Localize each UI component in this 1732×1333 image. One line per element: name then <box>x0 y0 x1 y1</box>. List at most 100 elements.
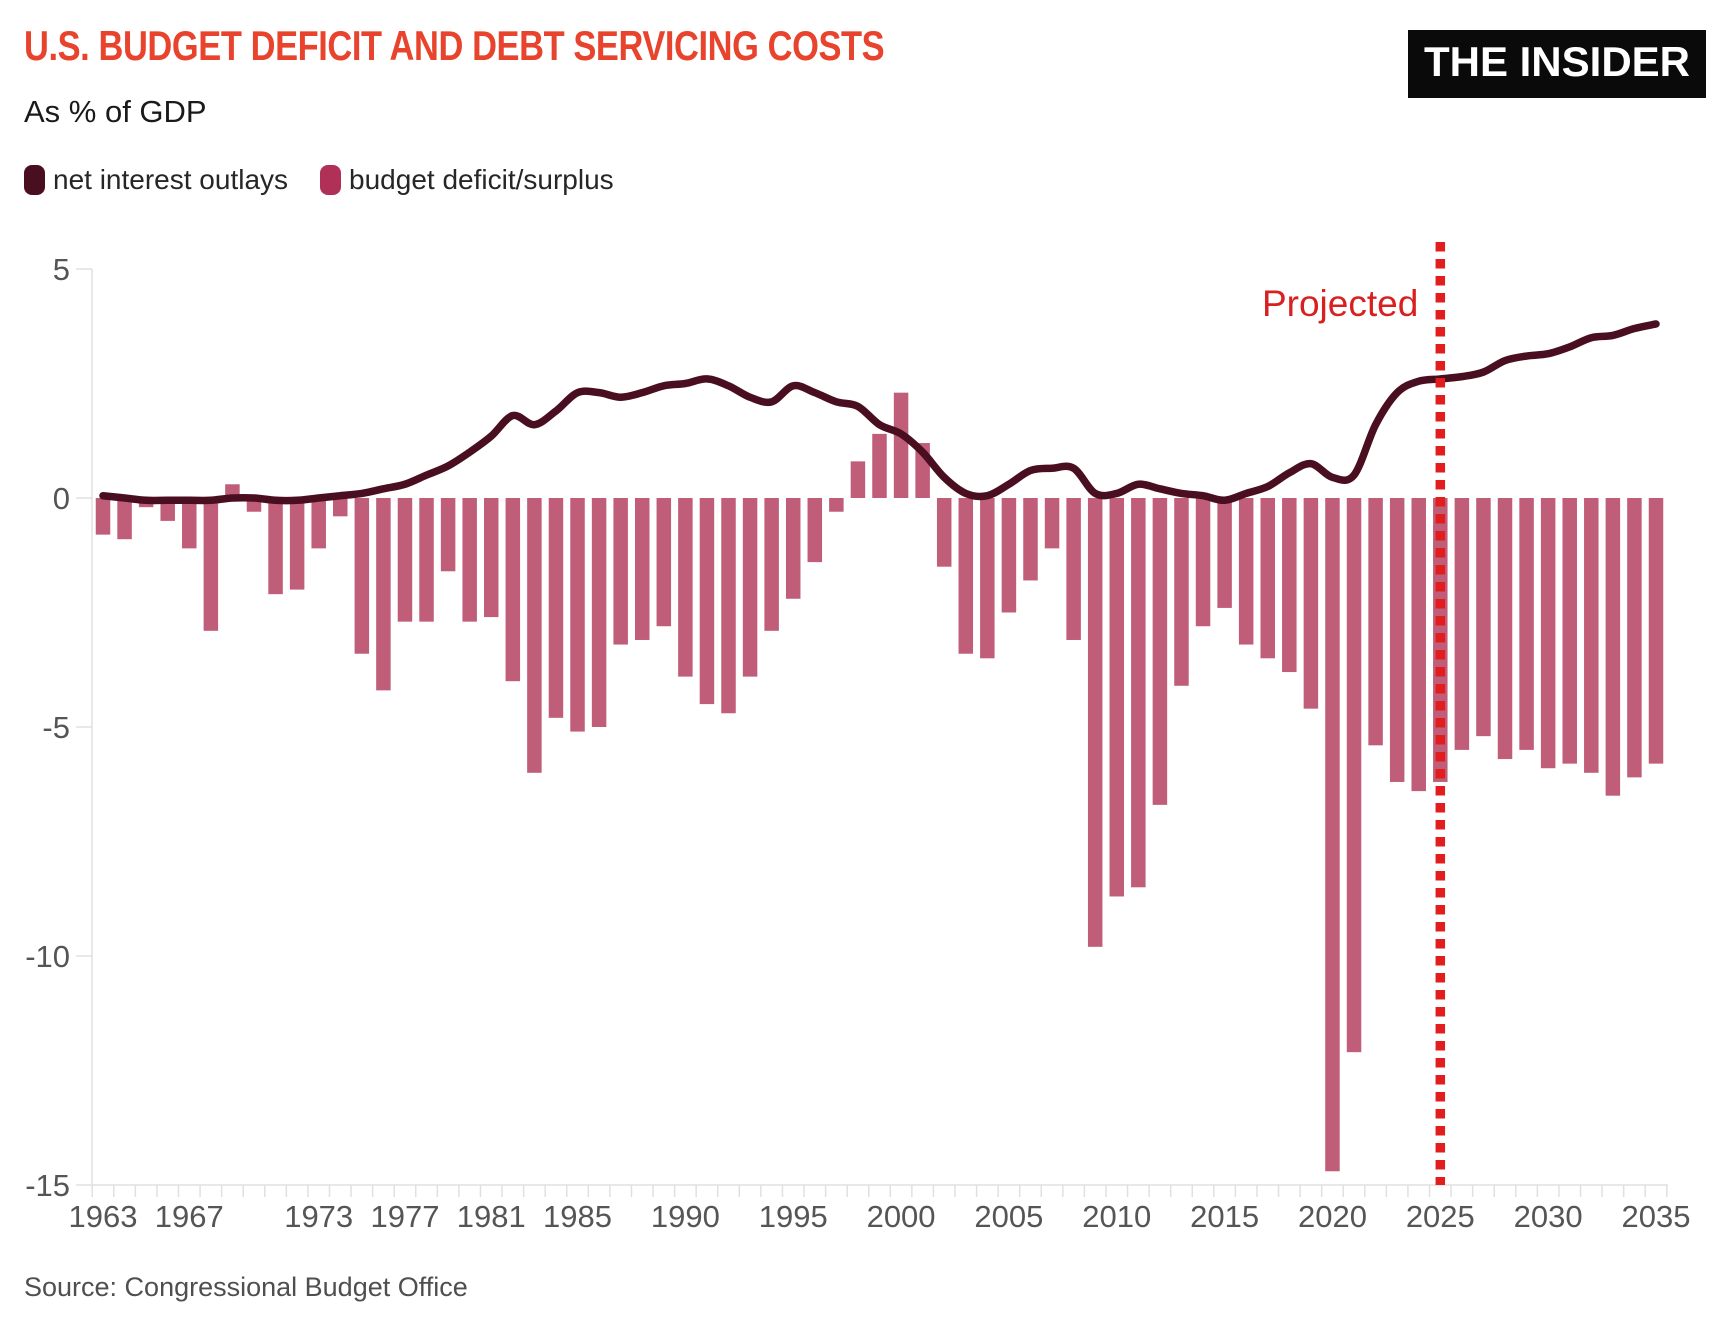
deficit-bar-2028 <box>1497 498 1513 760</box>
chart-subtitle: As % of GDP <box>24 94 207 129</box>
deficit-bar-1989 <box>656 498 672 627</box>
deficit-bar-1984 <box>548 498 564 718</box>
deficit-bar-1994 <box>764 498 779 631</box>
x-tick-label: 2020 <box>1298 1199 1367 1234</box>
deficit-bar-2034 <box>1627 498 1642 778</box>
deficit-swatch-icon <box>320 165 342 195</box>
deficit-bar-1996 <box>807 498 823 563</box>
deficit-bar-1980 <box>462 498 477 622</box>
deficit-bar-1986 <box>591 498 607 727</box>
net-interest-swatch-icon <box>24 165 45 195</box>
x-tick-label: 1977 <box>370 1199 439 1234</box>
legend-item-deficit: budget deficit/surplus <box>320 164 614 196</box>
deficit-bar-2015 <box>1217 498 1232 608</box>
deficit-bar-2019 <box>1303 498 1319 709</box>
y-tick-label: 0 <box>53 481 70 516</box>
deficit-bar-1974 <box>333 498 348 517</box>
deficit-bar-1982 <box>505 498 521 682</box>
brand-logo: THE INSIDER <box>1407 30 1706 98</box>
deficit-bar-2012 <box>1152 498 1168 805</box>
deficit-bar-2026 <box>1454 498 1470 750</box>
deficit-bar-2011 <box>1131 498 1146 888</box>
legend-item-net-interest: net interest outlays <box>24 164 288 196</box>
deficit-bar-1977 <box>397 498 413 622</box>
deficit-bar-2017 <box>1260 498 1275 659</box>
x-tick-label: 2000 <box>867 1199 936 1234</box>
deficit-bar-2000 <box>893 392 909 498</box>
deficit-bar-1973 <box>311 498 326 549</box>
deficit-bar-1993 <box>742 498 758 677</box>
deficit-bar-1976 <box>376 498 391 691</box>
deficit-bar-1987 <box>613 498 628 645</box>
deficit-bar-1991 <box>699 498 715 705</box>
x-tick-label: 1963 <box>69 1199 138 1234</box>
deficit-bar-2029 <box>1519 498 1534 750</box>
deficit-bar-2027 <box>1476 498 1491 737</box>
source-note: Source: Congressional Budget Office <box>24 1272 468 1302</box>
deficit-bar-1981 <box>483 498 499 618</box>
x-tick-label: 1981 <box>457 1199 526 1234</box>
x-tick-label: 2010 <box>1082 1199 1151 1234</box>
deficit-bar-2033 <box>1605 498 1621 796</box>
projected-label: Projected <box>1262 283 1418 324</box>
deficit-bar-1975 <box>354 498 370 654</box>
deficit-bar-2013 <box>1174 498 1189 686</box>
deficit-bar-1997 <box>829 498 844 512</box>
x-tick-label: 2015 <box>1190 1199 1259 1234</box>
deficit-bar-1985 <box>570 498 585 732</box>
x-tick-label: 2035 <box>1622 1199 1691 1234</box>
deficit-bar-2008 <box>1066 498 1081 640</box>
deficit-bar-1979 <box>440 498 456 572</box>
deficit-bar-2005 <box>1001 498 1017 613</box>
x-tick-label: 2025 <box>1406 1199 1475 1234</box>
deficit-bar-2023 <box>1389 498 1405 782</box>
deficit-bar-1971 <box>268 498 283 595</box>
deficit-bar-1988 <box>634 498 650 640</box>
x-tick-label: 1990 <box>651 1199 720 1234</box>
legend-label-net-interest: net interest outlays <box>53 164 289 195</box>
deficit-bar-1999 <box>872 433 887 498</box>
deficit-bar-1990 <box>678 498 693 677</box>
deficit-bar-1983 <box>527 498 542 773</box>
deficit-bar-2004 <box>980 498 995 659</box>
x-tick-label: 1995 <box>759 1199 828 1234</box>
deficit-bar-1992 <box>721 498 736 714</box>
deficit-bar-1995 <box>785 498 801 599</box>
deficit-bar-2007 <box>1044 498 1060 549</box>
deficit-bar-1978 <box>419 498 434 622</box>
y-tick-label: -10 <box>25 939 70 974</box>
deficit-bar-2021 <box>1346 498 1362 1053</box>
deficit-bar-2031 <box>1562 498 1577 764</box>
deficit-bar-2024 <box>1411 498 1426 792</box>
deficit-bar-2032 <box>1584 498 1599 773</box>
deficit-bar-2010 <box>1109 498 1125 897</box>
deficit-bar-2014 <box>1195 498 1211 627</box>
deficit-bar-1967 <box>182 498 197 549</box>
deficit-bar-1963 <box>95 498 111 535</box>
x-tick-label: 1985 <box>543 1199 612 1234</box>
deficit-bar-2006 <box>1023 498 1038 581</box>
x-tick-label: 2005 <box>974 1199 1043 1234</box>
x-tick-label: 1973 <box>284 1199 353 1234</box>
net-interest-line <box>99 320 1660 505</box>
deficit-bar-1998 <box>850 461 866 498</box>
y-tick-label: -5 <box>42 710 70 745</box>
x-tick-label: 2030 <box>1514 1199 1583 1234</box>
y-tick-label: -15 <box>25 1168 70 1203</box>
page-title: U.S. BUDGET DEFICIT AND DEBT SERVICING C… <box>24 22 885 69</box>
deficit-bar-2016 <box>1238 498 1254 645</box>
x-tick-label: 1967 <box>155 1199 224 1234</box>
deficit-bar-1968 <box>203 498 219 631</box>
deficit-bar-2020 <box>1325 498 1340 1172</box>
deficit-bar-2003 <box>958 498 974 654</box>
deficit-bar-2035 <box>1648 498 1664 764</box>
chart-legend: net interest outlays budget deficit/surp… <box>24 164 614 196</box>
legend-label-deficit: budget deficit/surplus <box>349 164 614 195</box>
deficit-bar-1964 <box>117 498 132 540</box>
deficit-bar-2022 <box>1368 498 1383 746</box>
deficit-bar-2009 <box>1087 498 1103 947</box>
deficit-bar-2002 <box>936 498 952 567</box>
y-tick-label: 5 <box>53 252 70 287</box>
